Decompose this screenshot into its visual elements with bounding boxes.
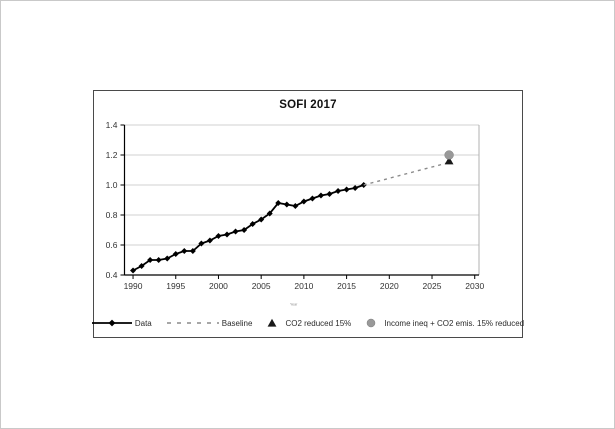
svg-text:2010: 2010 xyxy=(294,281,313,291)
svg-text:2005: 2005 xyxy=(252,281,271,291)
circle-marker-icon xyxy=(366,318,376,328)
chart-legend: Data Baseline CO2 reduced 15% xyxy=(91,318,524,328)
chart-panel: SOFI 2017 0.4 0.6 0.8 1.0 1.2 1.4 1990 1995 2000… xyxy=(91,90,524,338)
plot-area: 0.4 0.6 0.8 1.0 1.2 1.4 1990 1995 2000 2005 2010 20… xyxy=(106,120,485,291)
svg-text:1990: 1990 xyxy=(124,281,143,291)
dashed-line-icon xyxy=(166,318,219,328)
legend-label: Income ineq + CO2 emis. 15% reduced xyxy=(384,318,525,328)
triangle-marker-icon xyxy=(267,318,277,328)
svg-text:1.2: 1.2 xyxy=(106,150,118,160)
svg-text:2030: 2030 xyxy=(465,281,484,291)
legend-item-co2: CO2 reduced 15% xyxy=(267,318,351,328)
svg-text:0.4: 0.4 xyxy=(106,270,118,280)
legend-label: Data xyxy=(134,318,152,328)
data-line-diamond-icon xyxy=(91,318,132,328)
legend-label: CO2 reduced 15% xyxy=(285,318,352,328)
svg-text:0.8: 0.8 xyxy=(106,210,118,220)
chart-title: SOFI 2017 xyxy=(279,99,337,111)
svg-text:2015: 2015 xyxy=(337,281,356,291)
svg-text:2000: 2000 xyxy=(209,281,228,291)
legend-label: Baseline xyxy=(221,318,253,328)
x-axis-title: Year xyxy=(290,302,298,307)
legend-item-income: Income ineq + CO2 emis. 15% reduced xyxy=(366,318,524,328)
svg-text:0.6: 0.6 xyxy=(106,240,118,250)
svg-text:1.4: 1.4 xyxy=(106,120,118,130)
svg-text:1995: 1995 xyxy=(166,281,185,291)
svg-text:2025: 2025 xyxy=(423,281,442,291)
legend-item-data: Data xyxy=(91,318,152,328)
svg-text:2020: 2020 xyxy=(380,281,399,291)
svg-text:1.0: 1.0 xyxy=(106,180,118,190)
legend-item-baseline: Baseline xyxy=(166,318,253,328)
